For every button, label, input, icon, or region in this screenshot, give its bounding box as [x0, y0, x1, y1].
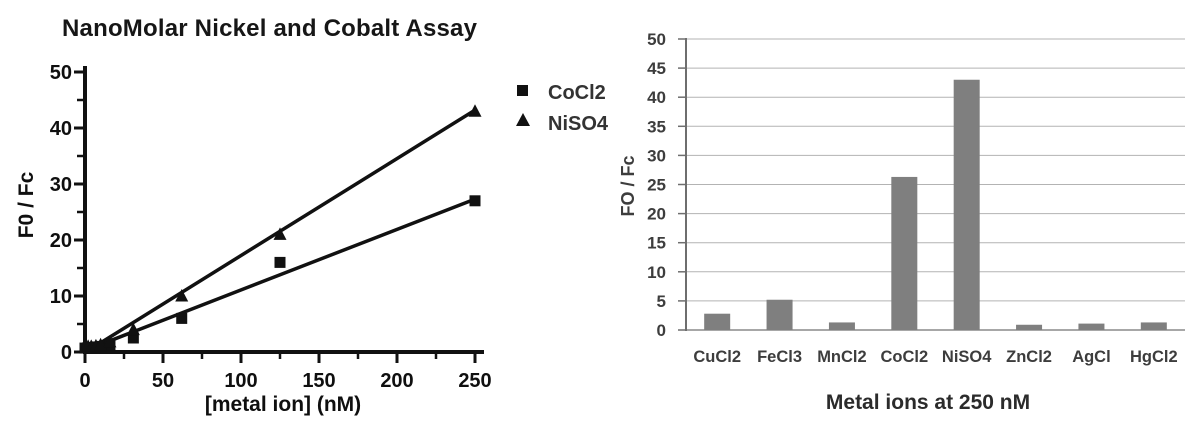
category-label-hgcl2: HgCl2	[1130, 348, 1178, 366]
left-x-tick-label: 50	[152, 370, 174, 392]
left-y-tick-label: 0	[61, 342, 72, 364]
point-cocl2	[127, 332, 139, 344]
point-cocl2	[274, 256, 286, 268]
bar-zncl2	[1016, 324, 1043, 330]
right-y-tick-label: 30	[647, 146, 666, 165]
left-x-tick-label: 250	[458, 370, 491, 392]
category-label-zncl2: ZnCl2	[1006, 348, 1052, 366]
right-y-tick-label: 50	[647, 30, 666, 49]
point-niso4	[175, 289, 189, 302]
right-y-tick-label: 15	[647, 234, 666, 253]
bar-niso4	[953, 79, 980, 331]
legend-square-marker-icon	[517, 85, 528, 96]
legend-triangle-marker-icon	[516, 113, 530, 126]
point-cocl2	[469, 195, 481, 207]
left-x-tick-label: 0	[79, 370, 90, 392]
point-niso4	[468, 104, 482, 117]
right-y-tick-label: 45	[647, 59, 666, 78]
right-y-tick-label: 35	[647, 117, 666, 136]
right-bar-chart: 0 5 10 15 20 25 30 35 40 45 50 CuCl2 FeCl3 MnCl2 CoCl2…	[647, 30, 1185, 366]
left-y-tick-label: 30	[50, 174, 72, 196]
bar-cucl2	[704, 313, 731, 330]
left-x-tick-label: 200	[380, 370, 413, 392]
left-y-tick-label: 10	[50, 286, 72, 308]
right-y-tick-label: 10	[647, 263, 666, 282]
fit-line-niso4	[89, 108, 477, 351]
bar-mncl2	[828, 322, 855, 330]
right-y-tick-label: 20	[647, 205, 666, 224]
right-y-axis-label: FO / Fc	[618, 155, 638, 216]
bar-hgcl2	[1140, 322, 1167, 330]
point-niso4	[273, 227, 287, 240]
bar-cocl2	[891, 176, 918, 330]
left-y-tick-label: 50	[50, 62, 72, 84]
category-label-cucl2: CuCl2	[693, 348, 741, 366]
fit-line-cocl2	[89, 197, 477, 350]
legend: CoCl2 NiSO4	[516, 82, 609, 135]
legend-label-cocl2: CoCl2	[548, 82, 606, 104]
legend-label-niso4: NiSO4	[548, 113, 609, 135]
bar-agcl	[1078, 323, 1105, 330]
left-y-tick-label: 20	[50, 230, 72, 252]
point-cocl2	[176, 312, 188, 324]
category-label-fecl3: FeCl3	[757, 348, 802, 366]
right-y-tick-label: 25	[647, 176, 666, 195]
point-niso4	[126, 322, 140, 336]
left-y-axis-label: F0 / Fc	[15, 171, 38, 238]
left-y-tick-label: 40	[50, 118, 72, 140]
left-x-axis-label: [metal ion] (nM)	[205, 393, 361, 416]
right-y-tick-label: 5	[657, 292, 666, 311]
category-label-agcl: AgCl	[1072, 348, 1111, 366]
left-x-tick-label: 150	[302, 370, 335, 392]
left-x-tick-label: 100	[224, 370, 257, 392]
category-label-niso4: NiSO4	[942, 348, 992, 366]
right-x-axis-title: Metal ions at 250 nM	[826, 391, 1030, 414]
point-niso4	[103, 334, 117, 348]
category-label-mncl2: MnCl2	[817, 348, 867, 366]
right-y-tick-label: 0	[657, 321, 666, 340]
bar-fecl3	[766, 299, 793, 330]
category-label-cocl2: CoCl2	[880, 348, 928, 366]
left-scatter-plot: 0 10 20 30 40 50 0 50 100 150 200 250	[50, 62, 492, 392]
left-chart-title: NanoMolar Nickel and Cobalt Assay	[62, 15, 478, 42]
right-y-tick-label: 40	[647, 88, 666, 107]
